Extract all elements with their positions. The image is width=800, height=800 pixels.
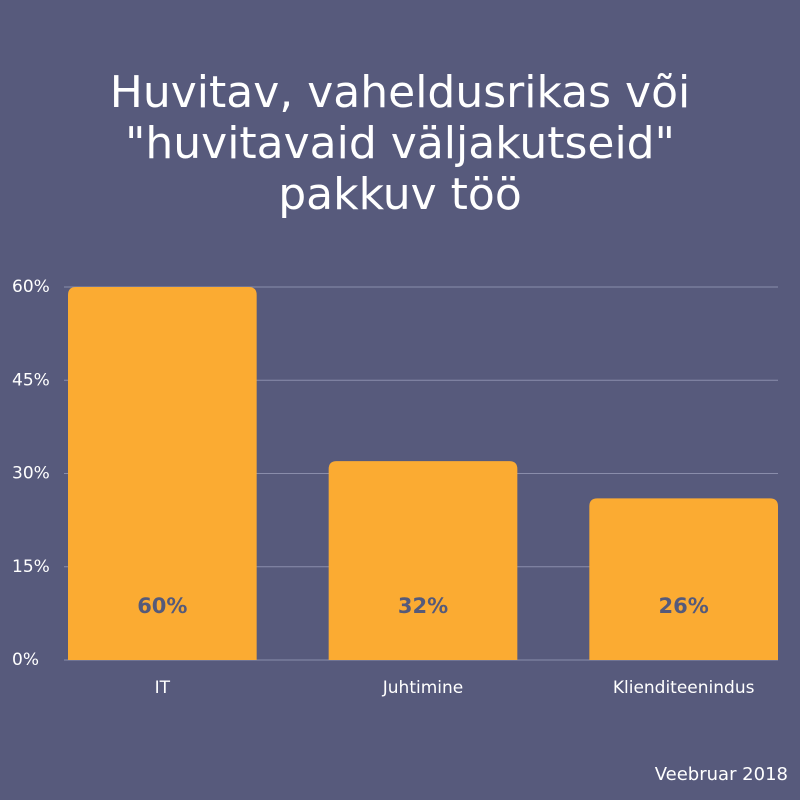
- chart-title: pakkuv töö: [278, 169, 522, 220]
- chart-title: Huvitav, vaheldusrikas või: [110, 67, 690, 118]
- x-tick-label: IT: [155, 678, 171, 698]
- x-tick-label: Klienditeenindus: [613, 678, 755, 698]
- y-tick-label: 45%: [12, 370, 50, 390]
- bar: [589, 498, 778, 660]
- value-label: 26%: [659, 594, 709, 618]
- value-label: 32%: [398, 594, 448, 618]
- y-tick-label: 15%: [12, 557, 50, 577]
- note: Veebruar 2018: [655, 764, 788, 785]
- bar: [328, 461, 518, 660]
- y-tick-label: 30%: [12, 464, 50, 484]
- y-tick-label: 60%: [12, 277, 50, 297]
- y-tick-label: 0%: [12, 650, 39, 670]
- value-label: 60%: [137, 594, 187, 618]
- x-tick-label: Juhtimine: [382, 678, 463, 698]
- chart-title: "huvitavaid väljakutseid": [125, 118, 675, 169]
- bar: [68, 287, 257, 660]
